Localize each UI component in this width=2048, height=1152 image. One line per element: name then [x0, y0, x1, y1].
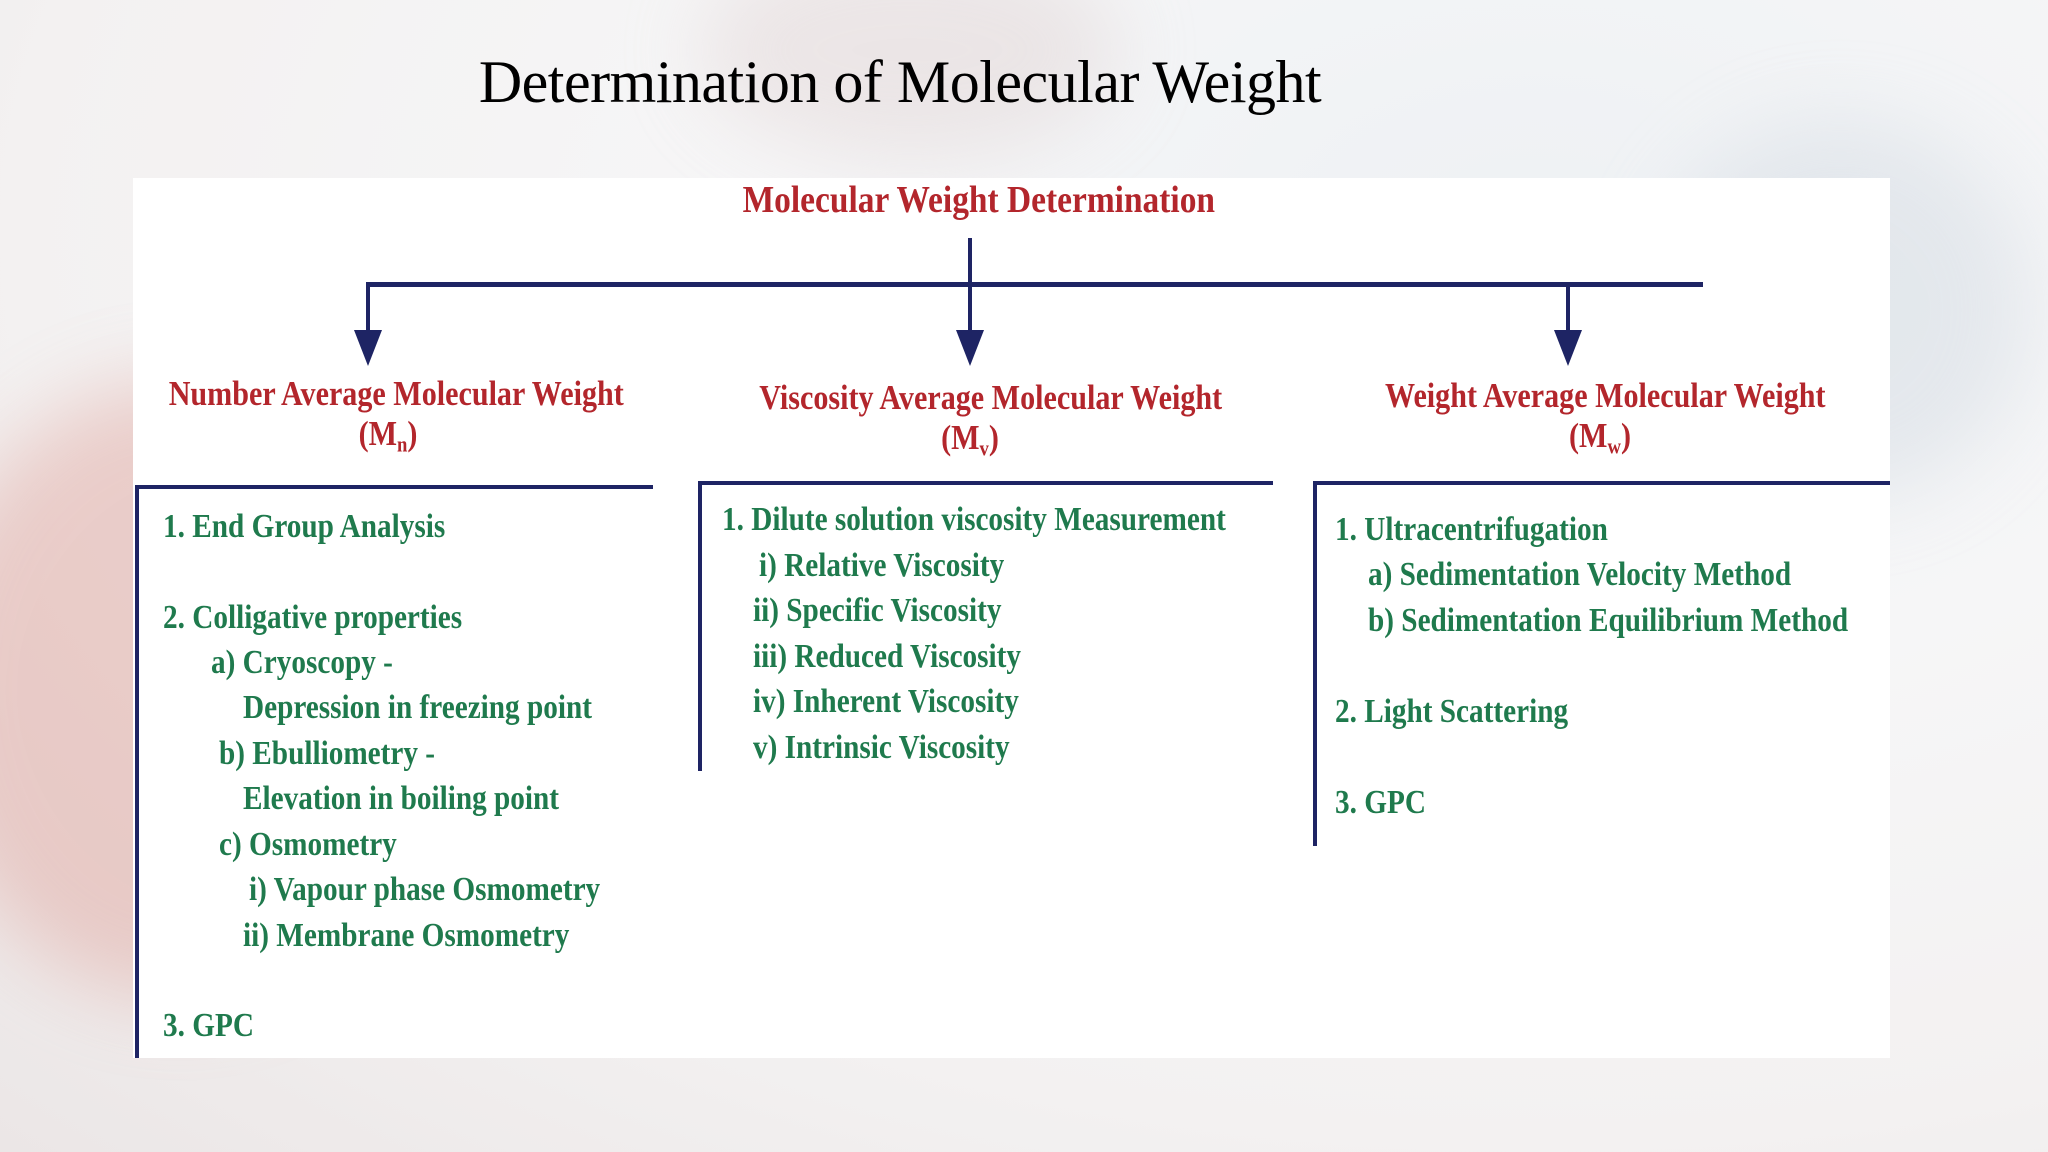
list-item: 3. GPC	[1335, 784, 1426, 821]
root-connector	[968, 238, 972, 338]
branch-heading-weight-average: Weight Average Molecular Weight (Mw)	[1385, 376, 1826, 459]
list-item: 2. Light Scattering	[1335, 693, 1569, 730]
list-item: a) Sedimentation Velocity Method	[1368, 556, 1792, 593]
list-item: 2. Colligative properties	[163, 599, 463, 636]
bracket-side-viscosity	[698, 481, 702, 771]
bracket-side-number	[135, 485, 139, 1058]
branch-heading-viscosity-average: Viscosity Average Molecular Weight (Mv)	[759, 378, 1223, 461]
list-item: c) Osmometry	[219, 826, 397, 863]
left-branch-connector	[366, 282, 370, 342]
branch-symbol: (Mv)	[941, 418, 999, 461]
list-item: 3. GPC	[163, 1007, 254, 1044]
bracket-top-weight	[1313, 481, 1890, 485]
right-branch-connector	[1566, 282, 1570, 342]
branch-heading-number-average: Number Average Molecular Weight (Mn)	[168, 374, 624, 457]
bracket-top-number	[135, 485, 653, 489]
list-item: v) Intrinsic Viscosity	[753, 729, 1010, 766]
list-item: a) Cryoscopy -	[211, 644, 393, 681]
bracket-top-viscosity	[698, 481, 1273, 485]
list-item: b) Sedimentation Equilibrium Method	[1368, 602, 1849, 639]
horizontal-connector	[366, 282, 1703, 287]
diagram-root-label: Molecular Weight Determination	[742, 179, 1216, 221]
diagram-panel: Molecular Weight Determination Number Av…	[133, 178, 1890, 1058]
branch-symbol: (Mw)	[1569, 416, 1631, 459]
list-item: ii) Membrane Osmometry	[243, 917, 570, 954]
list-item: ii) Specific Viscosity	[753, 592, 1002, 629]
list-item: 1. Dilute solution viscosity Measurement	[722, 501, 1226, 538]
list-item: 1. Ultracentrifugation	[1335, 511, 1608, 548]
list-item: iv) Inherent Viscosity	[753, 683, 1019, 720]
center-arrow-icon	[956, 330, 984, 366]
slide-title: Determination of Molecular Weight	[478, 49, 1322, 115]
list-item: Depression in freezing point	[243, 689, 592, 726]
bracket-side-weight	[1313, 481, 1317, 846]
list-item: i) Relative Viscosity	[759, 547, 1005, 584]
branch-symbol: (Mn)	[358, 414, 418, 457]
right-arrow-icon	[1554, 330, 1582, 366]
list-item: iii) Reduced Viscosity	[753, 638, 1022, 675]
list-item: b) Ebulliometry -	[219, 735, 436, 772]
list-item: 1. End Group Analysis	[163, 508, 446, 545]
list-item: i) Vapour phase Osmometry	[249, 871, 601, 908]
left-arrow-icon	[354, 330, 382, 366]
list-item: Elevation in boiling point	[243, 780, 560, 817]
